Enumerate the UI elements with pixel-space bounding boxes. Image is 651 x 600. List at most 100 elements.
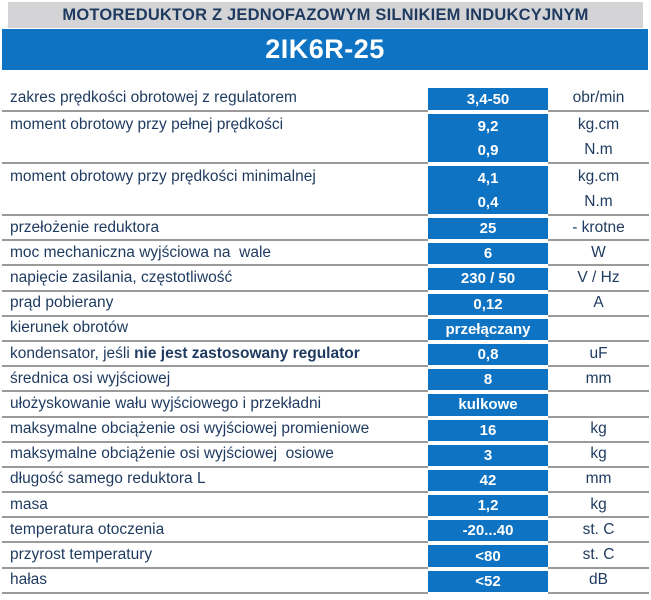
param-unit-line: N.m [584,140,613,158]
table-row: moc mechaniczna wyjściowa na wale 6 W [2,241,649,267]
param-unit-line: N.m [584,192,613,210]
param-value: 3 [428,444,548,466]
param-value: 25 [428,218,548,240]
table-row: moment obrotowy przy prędkości minimalne… [2,164,649,216]
param-value-cell: 9,2 0,9 [428,112,548,164]
param-unit: st. C [548,518,649,544]
param-value-cell: 1,2 [428,493,548,518]
param-label: kierunek obrotów [2,317,428,342]
param-value: 230 / 50 [428,268,548,290]
param-unit: kg [548,418,649,443]
param-unit: obr/min [548,86,649,112]
param-label: napięcie zasilania, częstotliwość [2,266,428,292]
param-value-line: 4,1 [477,169,499,187]
param-unit: kg.cm N.m [548,164,649,216]
param-unit: W [548,241,649,267]
param-unit: kg [548,493,649,519]
param-value: 4,1 0,4 [428,166,548,214]
param-value-line: 0,9 [477,141,499,159]
param-unit: mm [548,367,649,393]
param-unit-line: kg.cm [577,167,620,185]
param-value: 42 [428,469,548,492]
param-value-cell: 3 [428,443,548,468]
param-value: 9,2 0,9 [428,114,548,162]
param-label: moment obrotowy przy pełnej prędkości [2,112,428,164]
param-label: masa [2,493,428,519]
param-value-cell: kulkowe [428,392,548,417]
param-label: moc mechaniczna wyjściowa na wale [2,241,428,267]
param-value: <52 [428,570,548,592]
param-unit: uF [548,342,649,368]
table-row: kierunek obrotów przełączany [2,317,649,342]
param-value: przełączany [428,318,548,340]
param-value: 1,2 [428,495,548,517]
param-value-cell: 0,12 [428,292,548,317]
param-value-cell: 230 / 50 [428,266,548,291]
param-label: przyrost temperatury [2,543,428,569]
param-label: kondensator, jeśli nie jest zastosowany … [2,342,428,368]
param-label: temperatura otoczenia [2,518,428,544]
param-unit [548,392,649,418]
table-row: prąd pobierany 0,12 A [2,292,649,317]
param-value-cell: <52 [428,569,548,594]
param-value: 0,8 [428,343,548,366]
param-value-cell: 4,1 0,4 [428,164,548,216]
param-value-cell: -20...40 [428,518,548,543]
param-label: prąd pobierany [2,292,428,317]
param-unit: kg [548,443,649,468]
sheet-title: MOTOREDUKTOR Z JEDNOFAZOWYM SILNIKIEM IN… [8,2,643,28]
param-unit: A [548,292,649,317]
param-label-bold: nie jest zastosowany regulator [134,344,360,362]
table-row: średnica osi wyjściowej 8 mm [2,367,649,393]
param-unit: mm [548,468,649,494]
model-title: 2IK6R-25 [2,29,648,70]
param-value-cell: 8 [428,367,548,392]
table-row: przyrost temperatury <80 st. C [2,543,649,569]
param-label: hałas [2,569,428,594]
table-row: moment obrotowy przy pełnej prędkości 9,… [2,112,649,164]
table-row: maksymalne obciążenie osi wyjściowej osi… [2,443,649,468]
param-value: -20...40 [428,520,548,542]
param-label: przełożenie reduktora [2,216,428,242]
table-row: kondensator, jeśli nie jest zastosowany … [2,342,649,368]
param-label: średnica osi wyjściowej [2,367,428,393]
param-value: <80 [428,545,548,567]
param-label: zakres prędkości obrotowej z regulatorem [2,86,428,112]
param-value: kulkowe [428,394,548,416]
param-value: 16 [428,419,548,441]
table-row: temperatura otoczenia -20...40 st. C [2,518,649,544]
param-value-cell: 25 [428,216,548,241]
param-label: moment obrotowy przy prędkości minimalne… [2,164,428,216]
param-value: 6 [428,243,548,265]
table-row: zakres prędkości obrotowej z regulatorem… [2,86,649,112]
param-unit: dB [548,569,649,594]
param-unit: kg.cm N.m [548,112,649,164]
param-unit [548,317,649,342]
param-value-line: 0,4 [477,193,499,211]
param-value: 3,4-50 [428,88,548,110]
param-unit: - krotne [548,216,649,242]
table-row: hałas <52 dB [2,569,649,594]
param-value: 8 [428,369,548,391]
spec-table: zakres prędkości obrotowej z regulatorem… [2,86,649,594]
param-value-cell: <80 [428,543,548,568]
table-row: przełożenie reduktora 25 - krotne [2,216,649,242]
param-label: maksymalne obciążenie osi wyjściowej osi… [2,443,428,468]
param-label: ułożyskowanie wału wyjściowego i przekła… [2,392,428,418]
param-unit: st. C [548,543,649,569]
param-value-cell: przełączany [428,317,548,342]
table-row: maksymalne obciążenie osi wyjściowej pro… [2,418,649,443]
table-row: długość samego reduktora L 42 mm [2,468,649,494]
param-value-line: 9,2 [477,117,499,135]
param-value-cell: 3,4-50 [428,86,548,112]
param-unit-line: kg.cm [577,115,620,133]
table-row: ułożyskowanie wału wyjściowego i przekła… [2,392,649,418]
param-value: 0,12 [428,293,548,315]
param-value-cell: 6 [428,241,548,266]
param-value-cell: 16 [428,418,548,443]
param-unit: V / Hz [548,266,649,292]
param-value-cell: 42 [428,468,548,493]
table-row: napięcie zasilania, częstotliwość 230 / … [2,266,649,292]
param-label: długość samego reduktora L [2,468,428,494]
